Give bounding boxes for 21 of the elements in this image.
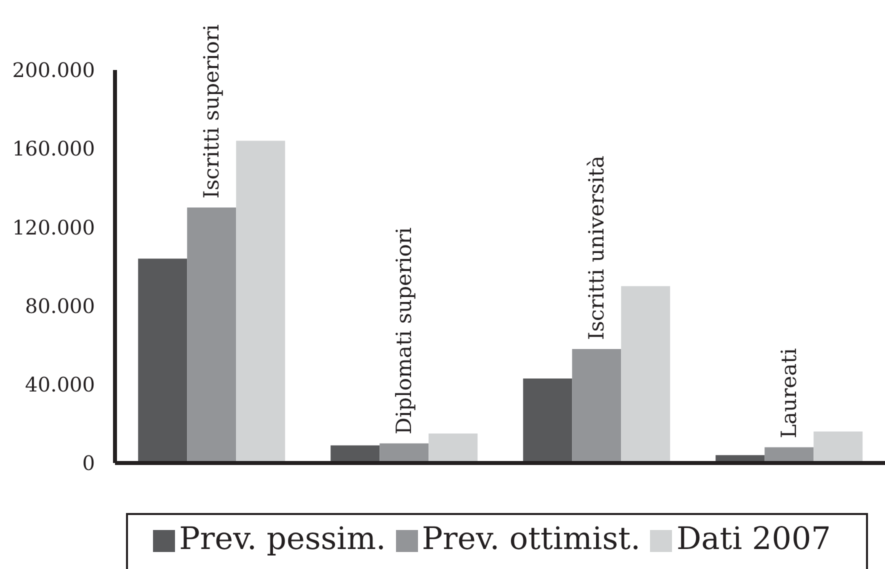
bar — [814, 432, 863, 463]
x-tick-label: Diplomati superiori — [392, 227, 416, 434]
legend-label: Prev. pessim. — [179, 521, 386, 557]
legend-label: Dati 2007 — [676, 521, 831, 557]
x-tick-label: Iscritti superiori — [200, 24, 224, 199]
y-tick-label: 200.000 — [12, 58, 95, 82]
bar — [236, 140, 286, 463]
bar — [621, 286, 670, 463]
legend-label: Prev. ottimist. — [422, 521, 640, 557]
x-tick-label: Iscritti università — [584, 156, 609, 340]
x-tick-label: Laureati — [777, 348, 802, 438]
y-tick-label: 80.000 — [25, 294, 95, 318]
bar — [428, 434, 478, 463]
bar — [523, 378, 572, 463]
bar — [187, 208, 236, 463]
y-tick-label: 120.000 — [12, 215, 95, 240]
y-tick-label: 0 — [82, 451, 95, 476]
bar — [572, 349, 622, 463]
y-tick-label: 40.000 — [25, 372, 95, 396]
bar — [138, 258, 188, 463]
y-tick-label: 160.000 — [12, 136, 95, 161]
